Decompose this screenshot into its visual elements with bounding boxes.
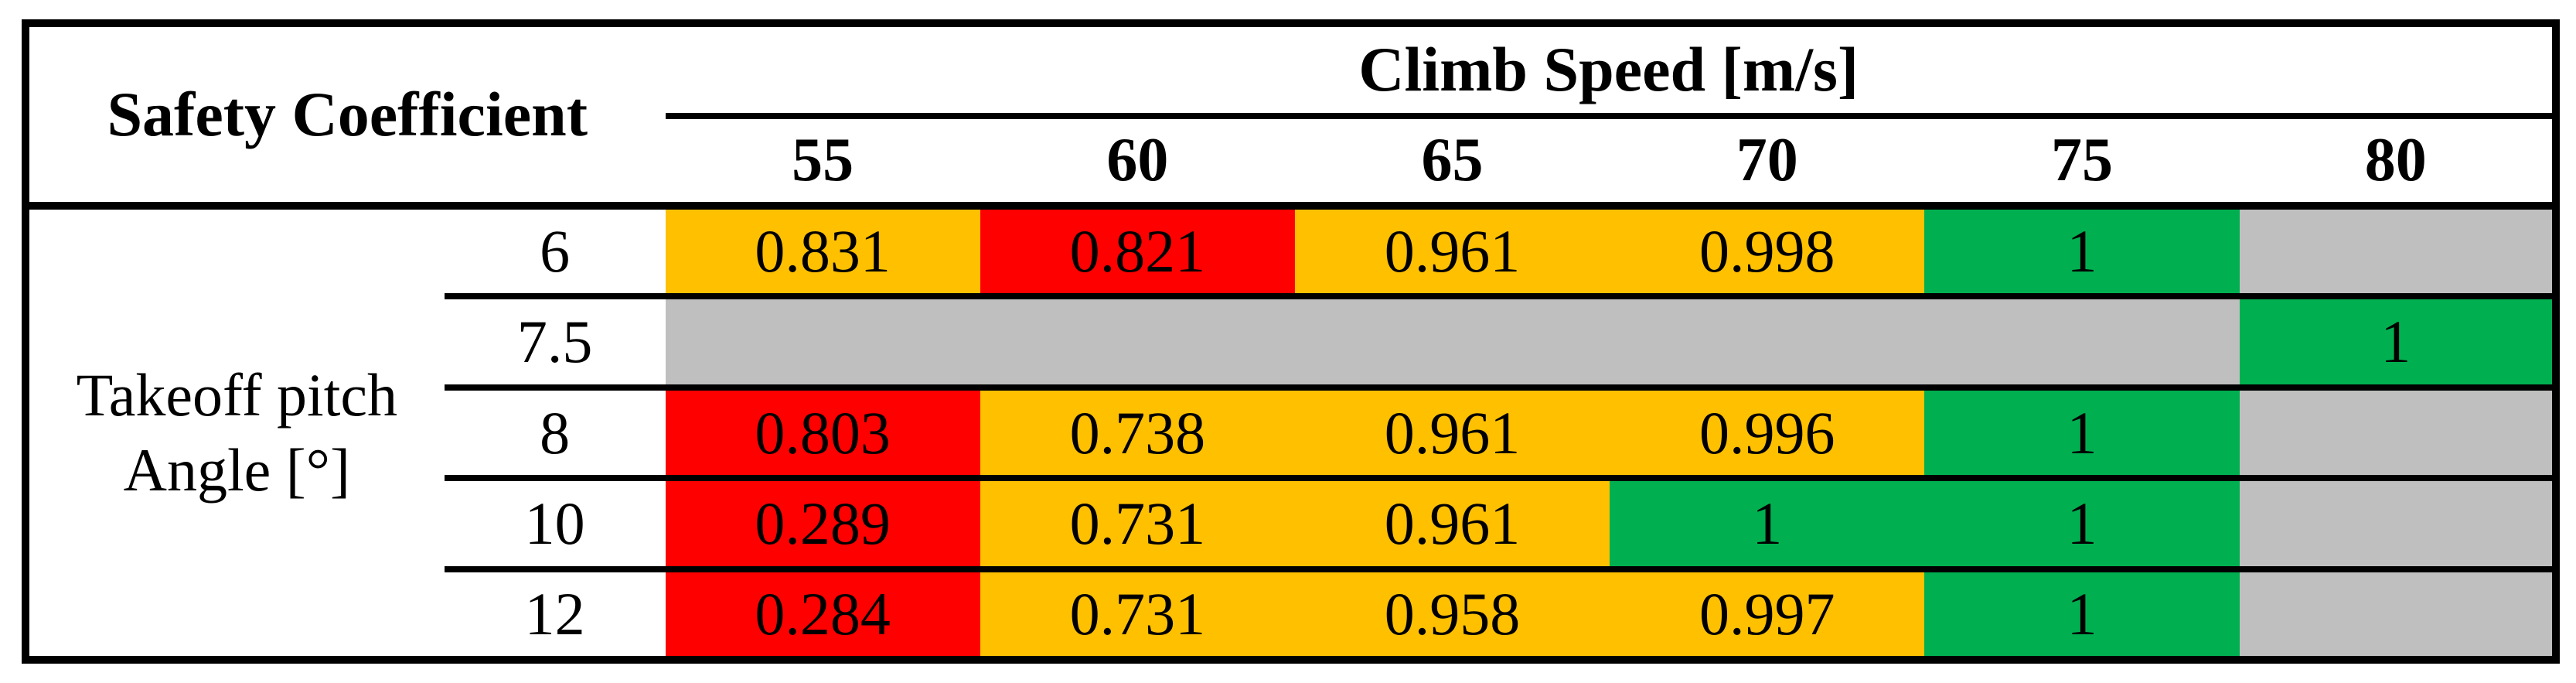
row-header-angle: 6 <box>444 205 666 300</box>
row-header-angle: 10 <box>444 478 666 572</box>
data-cell <box>980 296 1295 391</box>
data-cell: 0.961 <box>1294 387 1610 482</box>
data-cell: 0.831 <box>665 205 980 300</box>
data-cell: 1 <box>1924 569 2240 660</box>
column-header-60: 60 <box>980 115 1295 210</box>
data-cell: 1 <box>1924 387 2240 482</box>
data-cell: 0.731 <box>980 478 1295 572</box>
data-cell <box>1924 296 2240 391</box>
data-cell: 1 <box>1610 478 1925 572</box>
data-cell: 1 <box>2239 296 2556 391</box>
column-group-header-climb-speed: Climb Speed [m/s] <box>665 23 2556 119</box>
data-cell <box>2239 478 2556 572</box>
data-cell <box>2239 387 2556 482</box>
column-header-55: 55 <box>665 115 980 210</box>
table-row-angle-8: 8 0.803 0.738 0.961 0.996 1 <box>26 387 2556 482</box>
header-row-group: Safety Coefficient Climb Speed [m/s] <box>26 23 2556 210</box>
column-header-75: 75 <box>1924 115 2240 210</box>
data-cell <box>1610 296 1925 391</box>
data-cell: 0.731 <box>980 569 1295 660</box>
safety-coefficient-table: Safety Coefficient Climb Speed [m/s] 55 … <box>22 19 2560 664</box>
data-cell: 1 <box>1924 205 2240 300</box>
table-row-angle-12: 12 0.284 0.731 0.958 0.997 1 <box>26 569 2556 660</box>
row-header-angle: 8 <box>444 387 666 482</box>
column-header-65: 65 <box>1294 115 1610 210</box>
data-cell: 1 <box>1924 478 2240 572</box>
data-cell: 0.284 <box>665 569 980 660</box>
data-cell: 0.958 <box>1294 569 1610 660</box>
data-cell <box>2239 569 2556 660</box>
row-group-label-takeoff-pitch-angle: Takeoff pitch Angle [°] <box>76 360 398 504</box>
corner-header-safety-coefficient: Safety Coefficient <box>26 23 666 210</box>
table-row-angle-10: 10 0.289 0.731 0.961 1 1 <box>26 478 2556 572</box>
row-header-angle: 12 <box>444 569 666 660</box>
data-cell: 0.961 <box>1294 205 1610 300</box>
data-cell: 0.803 <box>665 387 980 482</box>
data-cell <box>665 296 980 391</box>
table-row-angle-6: Takeoff pitch Angle [°] 6 0.831 0.821 0.… <box>26 205 2556 504</box>
row-header-angle: 7.5 <box>444 296 666 391</box>
data-cell: 0.821 <box>980 205 1295 300</box>
data-cell: 0.996 <box>1610 387 1925 482</box>
data-cell: 0.961 <box>1294 478 1610 572</box>
data-cell <box>1294 296 1610 391</box>
column-header-70: 70 <box>1610 115 1925 210</box>
data-cell: 0.289 <box>665 478 980 572</box>
data-cell: 0.998 <box>1610 205 1925 300</box>
header-row-speeds: 55 60 65 70 75 80 <box>26 115 2556 210</box>
table-row-angle-7p5: 7.5 1 <box>26 296 2556 391</box>
column-header-80: 80 <box>2239 115 2556 210</box>
data-cell <box>2239 205 2556 300</box>
data-cell: 0.738 <box>980 387 1295 482</box>
data-cell: 0.997 <box>1610 569 1925 660</box>
